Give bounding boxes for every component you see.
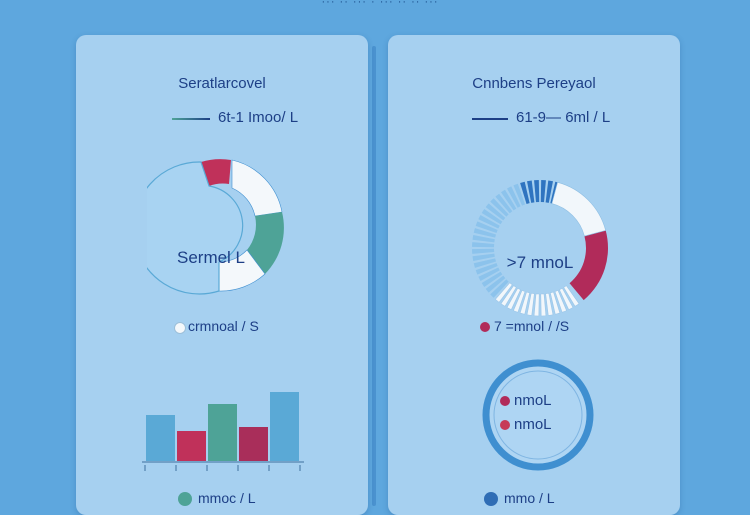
right-ring-label-1: nmoL (514, 392, 552, 409)
right-ring-chart (482, 359, 594, 471)
left-donut-segment-blue (147, 161, 244, 295)
right-donut-stripe (545, 180, 553, 203)
right-donut-stripe (475, 221, 498, 234)
right-panel-title: Cnnbens Pereyaol (472, 75, 596, 92)
left-bar-chart (142, 392, 304, 471)
left-legend-row: crmnoal / S (76, 318, 368, 336)
right-donut-segment-white (551, 181, 607, 237)
right-donut-stripe (485, 203, 506, 221)
right-donut-stripe (475, 262, 498, 275)
left-donut-segment-teal (247, 212, 284, 274)
right-range-row: 61-9— 6ml / L (388, 109, 680, 129)
left-bottom-label: mmoc / L (198, 490, 256, 506)
right-donut-stripe (485, 275, 506, 293)
right-panel: Cnnbens Pereyaol 61-9— 6ml / L >7 mnoL 7… (388, 35, 680, 515)
panel-divider (372, 46, 376, 506)
right-ring-row-2: nmoL (388, 416, 680, 434)
right-donut-stripe (519, 291, 531, 315)
right-bottom-dot (484, 492, 498, 506)
top-header-fragment: ··· ·· ··· · ··· ·· ·· ··· (321, 0, 439, 8)
right-legend-row: 7 =mnol / /S (388, 318, 680, 336)
left-bottom-dot (178, 492, 192, 506)
right-legend-label: 7 =mnol / /S (494, 318, 570, 334)
left-donut-center-label: Sermel L (177, 248, 245, 267)
bar-3 (208, 404, 237, 461)
right-donut-stripe (554, 289, 567, 313)
right-ring-label-2: nmoL (514, 416, 552, 433)
right-donut-stripe (472, 253, 495, 261)
right-donut-stripe (472, 242, 495, 248)
right-donut-stripe (478, 215, 500, 229)
left-donut-segment-red (201, 159, 231, 186)
right-donut-stripe (506, 287, 521, 311)
left-legend-label: crmnoal / S (188, 318, 259, 334)
right-donut-stripe (527, 180, 535, 203)
right-donut-stripe (500, 189, 517, 211)
left-donut-chart: Sermel L (147, 159, 284, 295)
left-donut-segment-white-top (231, 159, 283, 217)
right-donut-stripe (507, 186, 521, 208)
right-donut-stripe (533, 293, 540, 317)
left-bottom-row: mmoc / L (76, 490, 368, 508)
right-donut-stripe (481, 208, 503, 225)
right-donut-stripe (490, 198, 509, 217)
right-donut-stripe (534, 180, 540, 203)
right-donut-stripe (559, 287, 574, 311)
right-ring-row-1: nmoL (388, 392, 680, 410)
bar-5 (270, 392, 299, 461)
right-donut-segment-red (569, 230, 608, 301)
right-donut-center-label: >7 mnoL (507, 253, 574, 272)
right-donut-stripe (540, 180, 546, 203)
left-panel-title: Seratlarcovel (178, 75, 266, 92)
right-donut-stripe (549, 291, 561, 315)
right-donut-stripe (472, 235, 495, 243)
right-range-line (472, 118, 508, 120)
right-donut-stripe (513, 289, 526, 313)
right-donut-stripe (563, 285, 580, 307)
right-ring-dot-1 (500, 396, 510, 406)
right-ring-dot-2 (500, 420, 510, 430)
right-donut-stripe (495, 193, 513, 214)
right-donut-stripe (500, 285, 517, 307)
right-donut-stripe (494, 282, 513, 303)
right-range-label: 61-9— 6ml / L (516, 109, 611, 126)
right-donut-stripe (481, 271, 503, 288)
left-range-row: 6t-1 Imoo/ L (76, 109, 368, 129)
right-donut-stripe (478, 267, 500, 281)
left-range-line (172, 118, 210, 120)
left-legend-dot (174, 322, 186, 334)
left-panel: Seratlarcovel 6t-1 Imoo/ L Sermel L crmn… (76, 35, 368, 515)
right-donut-stripe (520, 181, 530, 205)
right-donut-stripe (540, 293, 547, 317)
right-donut-chart: >7 mnoL (472, 180, 608, 317)
right-bottom-label: mmo / L (504, 490, 555, 506)
right-bottom-row: mmo / L (388, 490, 680, 508)
right-donut-stripe (545, 292, 554, 316)
right-donut-stripe (472, 248, 495, 254)
right-donut-stripe (473, 228, 497, 238)
left-range-label: 6t-1 Imoo/ L (218, 109, 299, 126)
right-donut-stripe (490, 279, 509, 298)
right-donut-stripe (513, 183, 526, 206)
bar-2 (177, 431, 206, 461)
right-legend-dot (480, 322, 490, 332)
right-donut-stripe (473, 258, 497, 268)
right-donut-stripe (526, 292, 535, 316)
bar-1 (146, 415, 175, 461)
bar-4 (239, 427, 268, 461)
